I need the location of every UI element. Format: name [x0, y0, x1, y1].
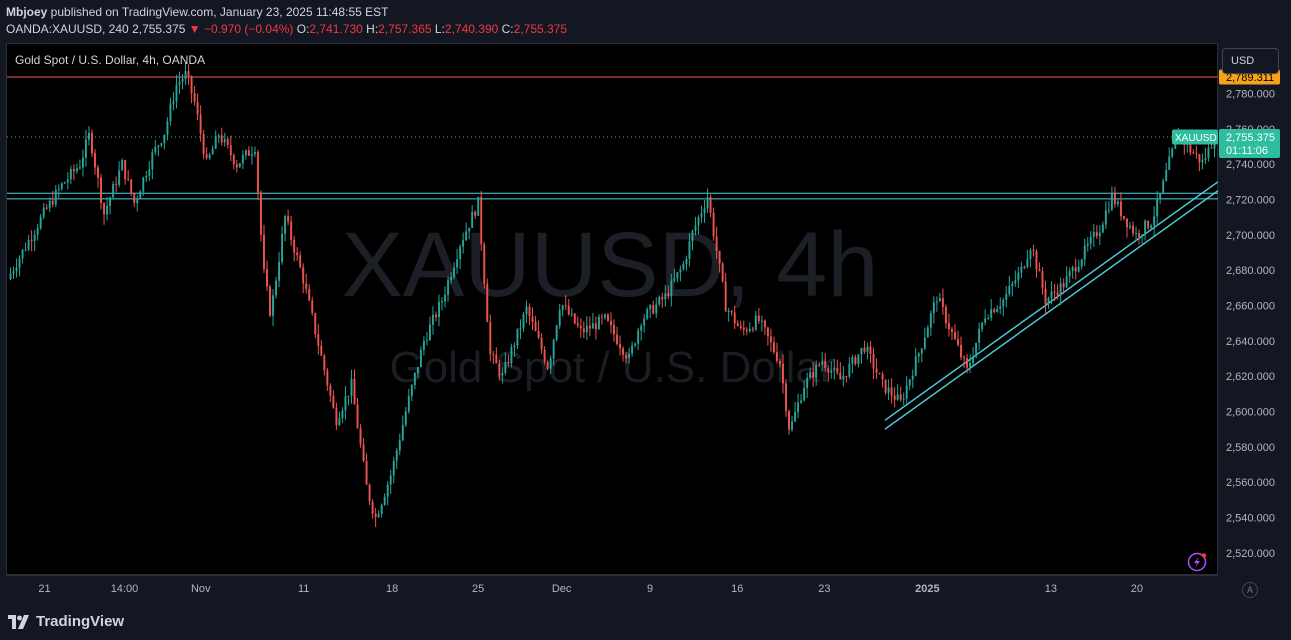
tradingview-logo[interactable]: TradingView [8, 613, 124, 630]
symbol-interval: OANDA:XAUUSD, 240 [6, 22, 129, 36]
low-label: L: [434, 22, 445, 36]
footer [0, 604, 1291, 640]
close-value: 2,755.375 [513, 22, 568, 36]
chart-title: Gold Spot / U.S. Dollar, 4h, OANDA [15, 53, 206, 67]
open-label: O: [296, 22, 310, 36]
chart-pane[interactable] [6, 43, 1218, 575]
time-axis[interactable] [6, 575, 1218, 604]
close-label: C: [501, 22, 514, 36]
high-label: H: [366, 22, 379, 36]
tradingview-logo-icon [8, 614, 29, 629]
currency-button[interactable]: USD [1222, 48, 1279, 74]
low-value: 2,740.390 [444, 22, 499, 36]
auto-scale-button[interactable]: A [1242, 582, 1258, 598]
publish-info: Mbjoey published on TradingView.com, Jan… [6, 4, 567, 21]
high-value: 2,757.365 [378, 22, 432, 36]
tradingview-logo-text: TradingView [36, 613, 125, 630]
author-name[interactable]: Mbjoey [6, 5, 48, 19]
symbol-ohlc-line: OANDA:XAUUSD, 240 2,755.375 ▼ −0.970 (−0… [6, 21, 567, 38]
last-price: 2,755.375 [132, 22, 186, 36]
published-text: published on TradingView.com, January 23… [47, 5, 389, 19]
price-axis[interactable] [1219, 43, 1291, 575]
price-change: ▼ −0.970 (−0.04%) [188, 22, 294, 36]
open-value: 2,741.730 [309, 22, 363, 36]
publish-header: Mbjoey published on TradingView.com, Jan… [6, 4, 567, 38]
